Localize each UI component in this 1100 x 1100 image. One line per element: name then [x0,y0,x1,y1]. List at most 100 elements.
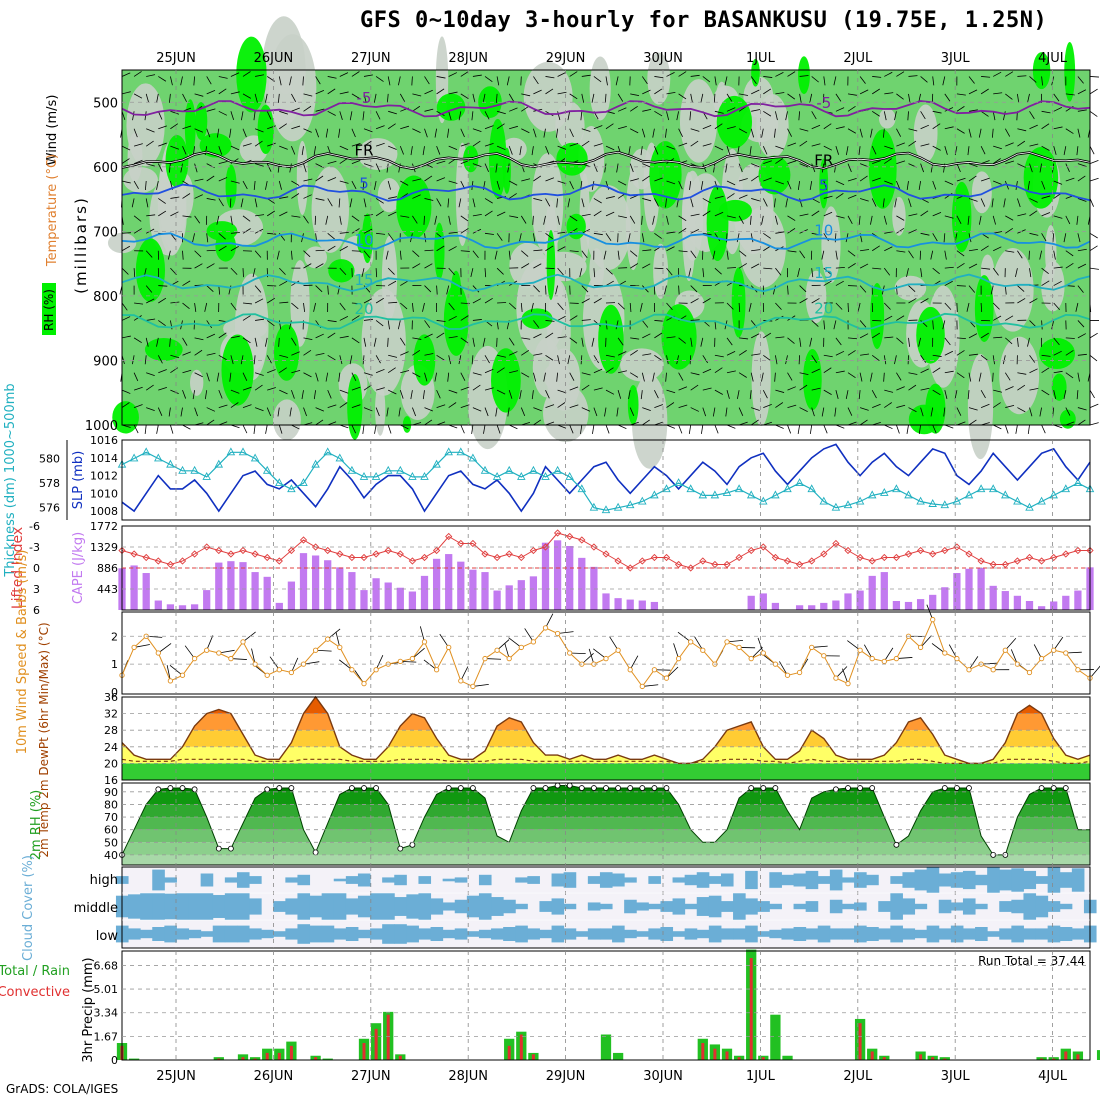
wind-barb [1051,320,1055,330]
wind-barb [847,263,856,269]
wind-barb [1065,350,1074,356]
li-marker [674,560,683,569]
precip-convective-bar [519,1034,523,1060]
wind-barb [956,163,961,173]
wind-barb [351,160,361,164]
cloud-cell [164,877,177,883]
wind-barb [496,110,506,115]
wind-barb [908,229,917,234]
li-marker [251,550,259,558]
wind-barb [424,76,430,85]
wind-barb [1005,160,1015,164]
wind-barb [884,246,893,252]
wind-barb [629,263,639,269]
precip-total-bar [1096,1050,1100,1060]
wind-barb [908,298,917,304]
wind-barb [787,180,792,190]
wind-barb [811,320,819,327]
cloud-cell [503,899,516,914]
precip-convective-bar [507,1045,511,1060]
rh-dry-patch [631,374,668,469]
wind-barb [1017,285,1025,292]
cloud-cell [128,928,141,940]
wind-barb [581,384,590,391]
wind-barb [944,146,948,155]
wind-barb [363,407,373,412]
wind-barb [1089,245,1098,252]
rh-moist-patch [184,99,196,156]
wind-barb [1010,649,1018,665]
li-tick: -6 [29,520,40,533]
wind-barb [327,628,341,640]
wind-barb [567,111,571,121]
wind-barb [944,180,954,185]
wind-barb [847,194,857,199]
rh-moist-patch [598,304,624,374]
wind-barb [654,267,664,270]
wind-barb [642,89,651,95]
date-label-top: 27JUN [351,51,391,66]
wind-barb [981,662,998,665]
wind-barb [871,198,877,207]
wind-barb [351,93,360,99]
wind-barb [1029,368,1038,374]
wind-barb [375,125,385,130]
cloud-cell [249,898,262,915]
wind-barb [823,180,828,190]
rh-marker [457,785,464,791]
wind-barb [932,367,941,374]
precip-convective-bar [943,1058,947,1060]
wind-barb [266,407,272,417]
precip-total-bar [128,1058,140,1060]
cape-axis-title: CAPE (J/kg) [71,532,86,604]
wind-barb [424,285,432,293]
wind-barb [133,71,142,77]
wind-barb [871,245,880,252]
cape-bar [384,582,392,610]
rh-marker [373,785,380,791]
wind-barb [218,404,228,408]
cloud-cell [285,898,298,915]
wind-barb [471,111,474,121]
cloud-panel-frame [121,866,1091,949]
cloud-cell [587,902,601,911]
wind-barb [688,268,692,278]
wind-barb [871,354,880,362]
cloud-cell [297,874,311,886]
li-axis-title: Lifted Index [10,527,26,609]
wind-barb [387,337,389,347]
wind-barb [579,268,583,278]
wind-barb [896,250,906,253]
precip-convective-bar [737,1057,741,1060]
temp-line [121,695,1091,765]
cloud-cell [817,876,831,884]
wind-barb [690,140,699,147]
li-marker [396,550,404,558]
cloud-cell [696,872,710,888]
cloud-cell [648,928,661,940]
wind-barb [1017,163,1026,168]
legend-temperature: Temperature (°C) [45,154,60,267]
rh-dry-patch [878,108,896,129]
wind-barb [507,407,510,417]
wind-barb [303,661,320,665]
wind-barb [811,407,815,417]
wind-barb [495,407,498,417]
wind-barb [1053,250,1056,260]
thickness-marker [335,453,345,462]
wind-barb [763,232,771,239]
wind-barb [206,175,215,182]
wind-barb [206,352,216,356]
cloud-cell [999,869,1012,891]
cloud-cell [950,902,964,911]
wind-barb [702,368,712,374]
wind-barb [267,232,277,235]
cloud-cell [599,872,613,888]
y-axis-title: (millibars) [72,196,90,294]
wind-barb [1005,142,1014,147]
wind-barb [872,177,881,182]
wind-barb [277,93,280,103]
wind-barb [617,424,627,429]
li-tick: -3 [29,541,40,554]
wind-barb [569,180,574,190]
